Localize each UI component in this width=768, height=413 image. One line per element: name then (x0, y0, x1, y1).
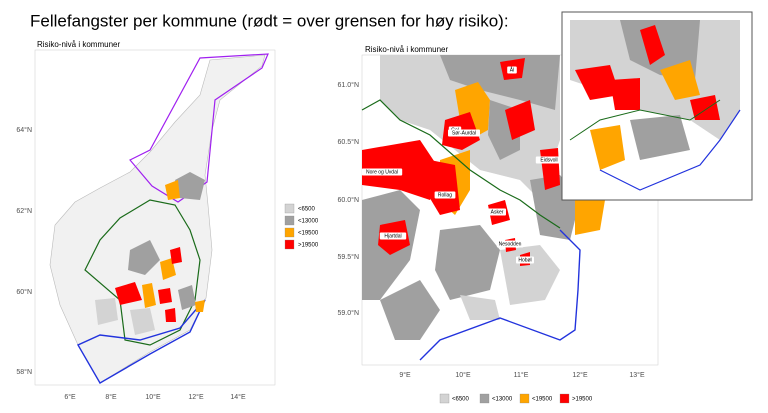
lon-label: 10°E (455, 371, 471, 379)
lon-label: 13°E (629, 371, 645, 379)
inset-map (561, 11, 753, 201)
lon-label: 8°E (105, 393, 117, 401)
map-2 (361, 54, 659, 366)
slide-title: Fellefangster per kommune (rødt = over g… (30, 11, 509, 30)
lat-label: 60.0°N (338, 196, 359, 204)
place-label: Nore og Uvdal (366, 169, 398, 175)
legend-label: <19500 (298, 231, 319, 237)
place-label-box (535, 156, 563, 164)
map-subtitle: Risiko-nivå i kommuner (37, 40, 120, 49)
lat-label: 59.0°N (338, 309, 359, 317)
lat-label: 61.0°N (338, 81, 359, 89)
lon-label: 12°E (188, 393, 204, 401)
legend-swatch (284, 239, 295, 250)
place-label: Asker (491, 209, 504, 215)
lat-label: 64°N (16, 126, 32, 134)
legend-label: <6500 (452, 397, 470, 403)
lon-label: 11°E (514, 371, 529, 379)
legend-label: <13000 (492, 397, 513, 403)
place-label: Hobøl (518, 257, 531, 263)
place-label-box (361, 168, 403, 176)
lat-label: 60.5°N (338, 138, 359, 146)
place-label-box (488, 208, 506, 216)
place-label: Sør-Aurdal (452, 130, 476, 136)
lat-label: 60°N (16, 288, 32, 296)
place-label: Ål (510, 66, 514, 73)
place-label: Hjartdal (384, 233, 401, 239)
lat-label: 58°N (16, 368, 32, 376)
place-label: Rollag (438, 192, 452, 198)
place-label-box (448, 129, 480, 137)
place-label-box (507, 66, 517, 74)
map-subtitle: Risiko-nivå i kommuner (365, 45, 448, 54)
legend-swatch (559, 393, 570, 404)
place-label: Nesodden (499, 241, 522, 247)
lon-label: 10°E (145, 393, 161, 401)
legend-swatch (284, 227, 295, 238)
map-1 (34, 49, 276, 386)
lon-label: 6°E (64, 393, 76, 401)
place-label-box (496, 240, 524, 248)
place-label-box (379, 232, 407, 240)
place-label-box (434, 191, 456, 199)
lon-label: 12°E (572, 371, 588, 379)
legend-swatch (479, 393, 490, 404)
legend-swatch (284, 215, 295, 226)
lat-label: 62°N (16, 207, 32, 215)
legend-label: <13000 (298, 219, 319, 225)
legend-swatch (439, 393, 450, 404)
legend-label: <6500 (298, 207, 316, 213)
legend-label: <19500 (532, 397, 553, 403)
lat-label: 59.5°N (338, 253, 359, 261)
legend-swatch (519, 393, 530, 404)
place-label: Eidsvoll (540, 157, 557, 163)
lon-label: 9°E (399, 371, 411, 379)
legend-label: >19500 (572, 397, 593, 403)
legend-label: >19500 (298, 243, 319, 249)
place-label-box (516, 256, 534, 264)
legend-swatch (284, 203, 295, 214)
lon-label: 14°E (230, 393, 246, 401)
